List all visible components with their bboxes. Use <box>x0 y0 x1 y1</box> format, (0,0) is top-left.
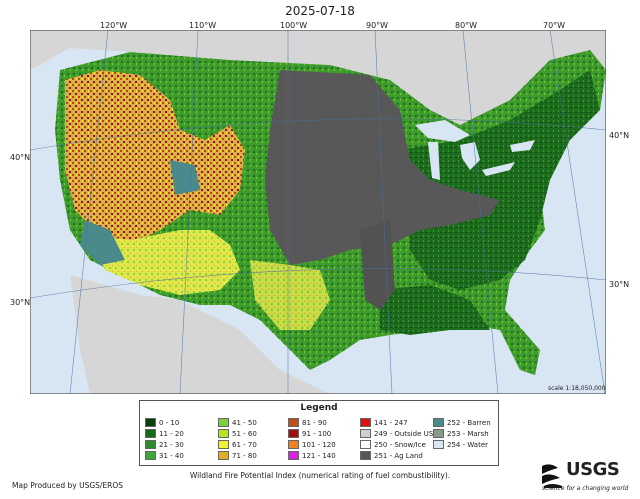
legend-item: 249 - Outside US <box>360 428 433 439</box>
legend-swatch <box>360 440 371 449</box>
legend-swatch <box>433 440 444 449</box>
legend-item: 51 - 60 <box>218 428 257 439</box>
legend-item: 141 - 247 <box>360 417 433 428</box>
lat-label-40n-left: 40°N <box>10 153 31 162</box>
legend-swatch <box>145 440 156 449</box>
legend-item: 252 - Barren <box>433 417 491 428</box>
legend-swatch <box>433 418 444 427</box>
legend-item: 81 - 90 <box>288 417 336 428</box>
legend-swatch <box>288 429 299 438</box>
legend-swatch <box>218 418 229 427</box>
legend-swatch <box>218 429 229 438</box>
legend-item: 253 - Marsh <box>433 428 491 439</box>
lat-label-30n-left: 30°N <box>10 298 31 307</box>
lon-label-80w: 80°W <box>455 21 478 30</box>
map-title: 2025-07-18 <box>285 4 355 18</box>
legend-item: 251 - Ag Land <box>360 450 433 461</box>
legend-item: 31 - 40 <box>145 450 184 461</box>
lat-label-40n-right: 40°N <box>609 131 630 140</box>
logo-tagline: science for a changing world <box>542 485 629 492</box>
lon-label-70w: 70°W <box>543 21 566 30</box>
legend-column-5: 252 - Barren 253 - Marsh 254 - Water <box>433 417 491 450</box>
legend-column-4: 141 - 247 249 - Outside US 250 - Snow/Ic… <box>360 417 433 461</box>
legend-swatch <box>218 440 229 449</box>
legend-column-1: 0 - 10 11 - 20 21 - 30 31 - 40 <box>145 417 184 461</box>
lon-label-110w: 110°W <box>189 21 217 30</box>
logo-wordmark: USGS <box>566 459 620 480</box>
lon-label-90w: 90°W <box>366 21 389 30</box>
legend-swatch <box>145 451 156 460</box>
lon-label-120w: 120°W <box>100 21 128 30</box>
legend-item: 41 - 50 <box>218 417 257 428</box>
legend-swatch <box>433 429 444 438</box>
legend-item: 101 - 120 <box>288 439 336 450</box>
legend-swatch <box>145 429 156 438</box>
legend-title: Legend <box>300 403 338 413</box>
credit-text: Map Produced by USGS/EROS <box>12 481 124 490</box>
usgs-logo <box>542 464 562 488</box>
legend-item: 0 - 10 <box>145 417 184 428</box>
legend: Legend 0 - 10 11 - 20 21 - 30 31 - 40 41… <box>139 400 499 466</box>
fire-potential-map <box>30 30 606 394</box>
lon-label-100w: 100°W <box>280 21 308 30</box>
legend-item: 121 - 140 <box>288 450 336 461</box>
legend-item: 254 - Water <box>433 439 491 450</box>
legend-column-3: 81 - 90 91 - 100 101 - 120 121 - 140 <box>288 417 336 461</box>
legend-swatch <box>288 418 299 427</box>
map-caption: Wildland Fire Potential Index (numerical… <box>189 471 451 480</box>
legend-swatch <box>360 429 371 438</box>
legend-swatch <box>288 440 299 449</box>
scale-label: scale 1:18,050,000 <box>548 385 606 392</box>
legend-swatch <box>360 418 371 427</box>
lat-label-30n-right: 30°N <box>609 280 630 289</box>
legend-item: 21 - 30 <box>145 439 184 450</box>
legend-item: 91 - 100 <box>288 428 336 439</box>
legend-item: 71 - 80 <box>218 450 257 461</box>
legend-item: 11 - 20 <box>145 428 184 439</box>
legend-swatch <box>145 418 156 427</box>
legend-column-2: 41 - 50 51 - 60 61 - 70 71 - 80 <box>218 417 257 461</box>
legend-swatch <box>360 451 371 460</box>
legend-swatch <box>288 451 299 460</box>
legend-item: 61 - 70 <box>218 439 257 450</box>
legend-swatch <box>218 451 229 460</box>
legend-item: 250 - Snow/Ice <box>360 439 433 450</box>
